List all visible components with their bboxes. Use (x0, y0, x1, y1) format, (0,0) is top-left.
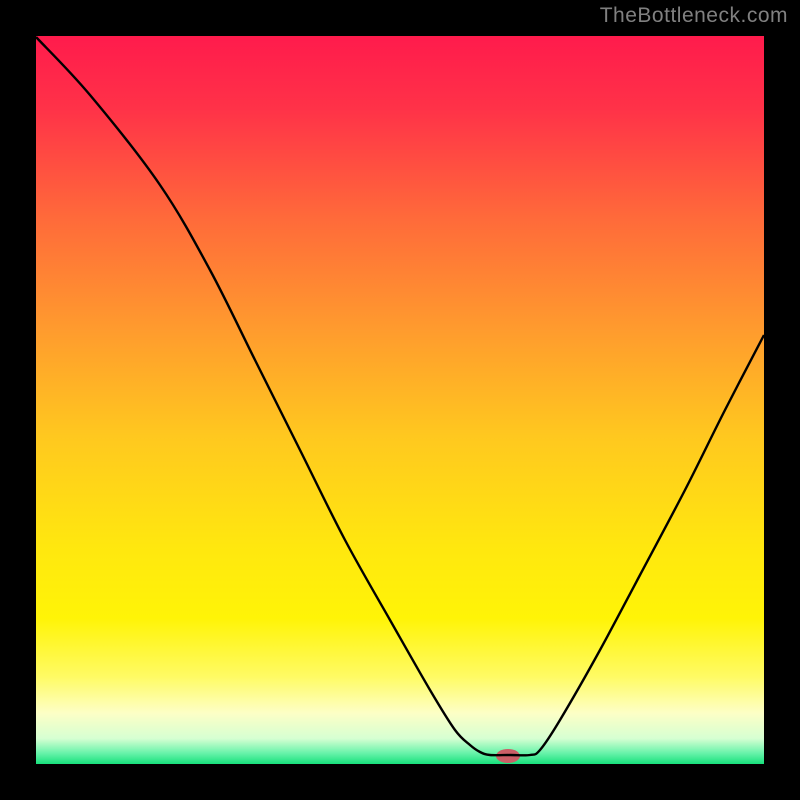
bottleneck-curve-chart (0, 0, 800, 800)
chart-root: TheBottleneck.com (0, 0, 800, 800)
attribution-text: TheBottleneck.com (600, 4, 788, 28)
chart-gradient-field (36, 36, 764, 764)
